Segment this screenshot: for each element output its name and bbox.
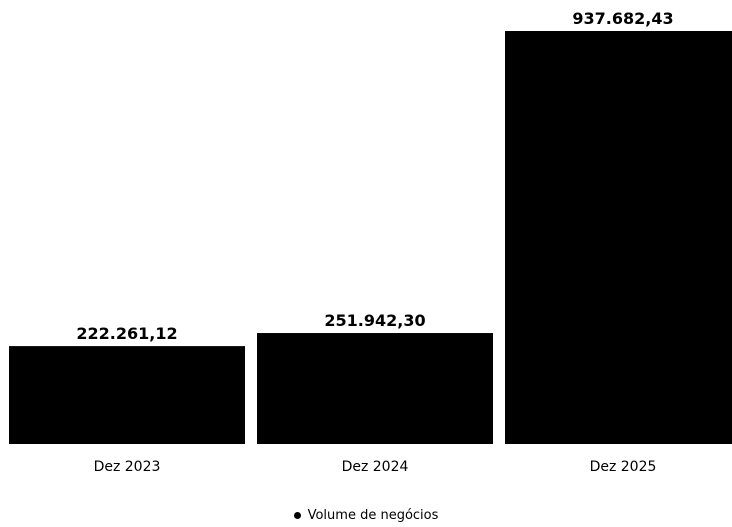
bar-1[interactable] [9, 346, 245, 444]
x-tick-label-3: Dez 2025 [590, 459, 657, 475]
legend-label: Volume de negócios [307, 508, 439, 523]
legend[interactable]: Volume de negócios [0, 508, 732, 523]
x-tick-label-1: Dez 2023 [94, 459, 161, 475]
legend-marker-icon [293, 512, 301, 519]
data-label-2: 251.942,30 [324, 311, 425, 330]
bar-3[interactable] [505, 31, 732, 444]
data-label-1: 222.261,12 [76, 324, 177, 343]
bar-2[interactable] [257, 333, 493, 444]
x-tick-label-2: Dez 2024 [342, 459, 409, 475]
data-label-3: 937.682,43 [572, 9, 673, 28]
